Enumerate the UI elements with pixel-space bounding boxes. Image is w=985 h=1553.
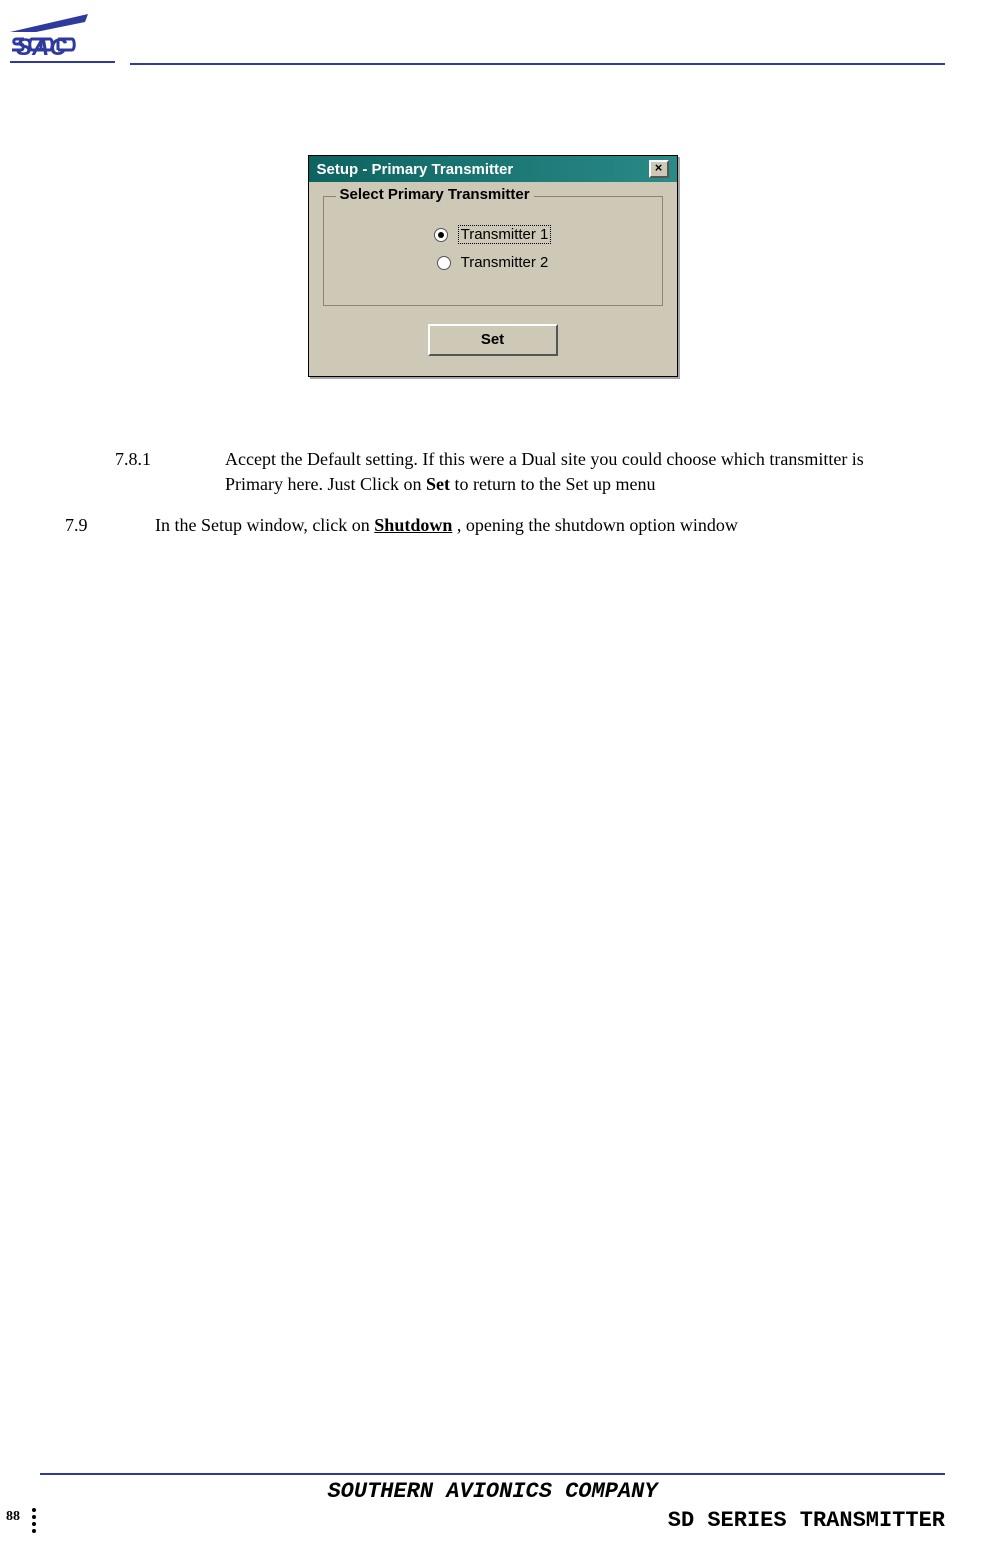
- footer-product: SD SERIES TRANSMITTER: [668, 1508, 945, 1533]
- para-number: 7.8.1: [170, 447, 225, 472]
- set-button[interactable]: Set: [428, 324, 558, 356]
- paragraph-7-8-1: 7.8.1Accept the Default setting. If this…: [170, 447, 885, 497]
- radio-row-transmitter-1[interactable]: Transmitter 1: [342, 225, 644, 244]
- page-header: SAC: [0, 0, 985, 75]
- svg-text:SAC: SAC: [16, 34, 67, 61]
- paragraph-7-9: 7.9In the Setup window, click on Shutdow…: [110, 513, 885, 538]
- page-footer: SOUTHERN AVIONICS COMPANY 88 SD SERIES T…: [0, 1473, 985, 1553]
- dialog-title: Setup - Primary Transmitter: [317, 161, 514, 178]
- para-text-b: , opening the shutdown option window: [452, 515, 738, 535]
- radio-icon[interactable]: [434, 228, 448, 242]
- header-rule: [130, 63, 945, 65]
- dialog-body: Select Primary Transmitter Transmitter 1…: [309, 182, 677, 376]
- setup-primary-transmitter-dialog: Setup - Primary Transmitter × Select Pri…: [308, 155, 678, 377]
- para-text-b: to return to the Set up menu: [450, 474, 655, 494]
- close-icon[interactable]: ×: [649, 160, 669, 178]
- body-text: 7.8.1Accept the Default setting. If this…: [60, 447, 925, 539]
- shutdown-keyword: Shutdown: [374, 515, 452, 535]
- dialog-screenshot: Setup - Primary Transmitter × Select Pri…: [60, 155, 925, 377]
- groupbox-legend: Select Primary Transmitter: [336, 186, 534, 203]
- page-content: Setup - Primary Transmitter × Select Pri…: [0, 155, 985, 539]
- footer-company: SOUTHERN AVIONICS COMPANY: [0, 1479, 985, 1504]
- set-keyword: Set: [426, 474, 450, 494]
- dialog-titlebar: Setup - Primary Transmitter ×: [309, 156, 677, 182]
- radio-label: Transmitter 2: [461, 254, 549, 271]
- radio-icon[interactable]: [437, 256, 451, 270]
- footer-rule: [40, 1473, 945, 1475]
- page-number: 88: [6, 1509, 20, 1525]
- para-number: 7.9: [110, 513, 155, 538]
- para-text-a: In the Setup window, click on: [155, 515, 374, 535]
- radio-label: Transmitter 1: [458, 225, 552, 244]
- company-logo: SAC: [10, 10, 125, 70]
- radio-row-transmitter-2[interactable]: Transmitter 2: [342, 254, 644, 271]
- select-primary-transmitter-group: Select Primary Transmitter Transmitter 1…: [323, 196, 663, 306]
